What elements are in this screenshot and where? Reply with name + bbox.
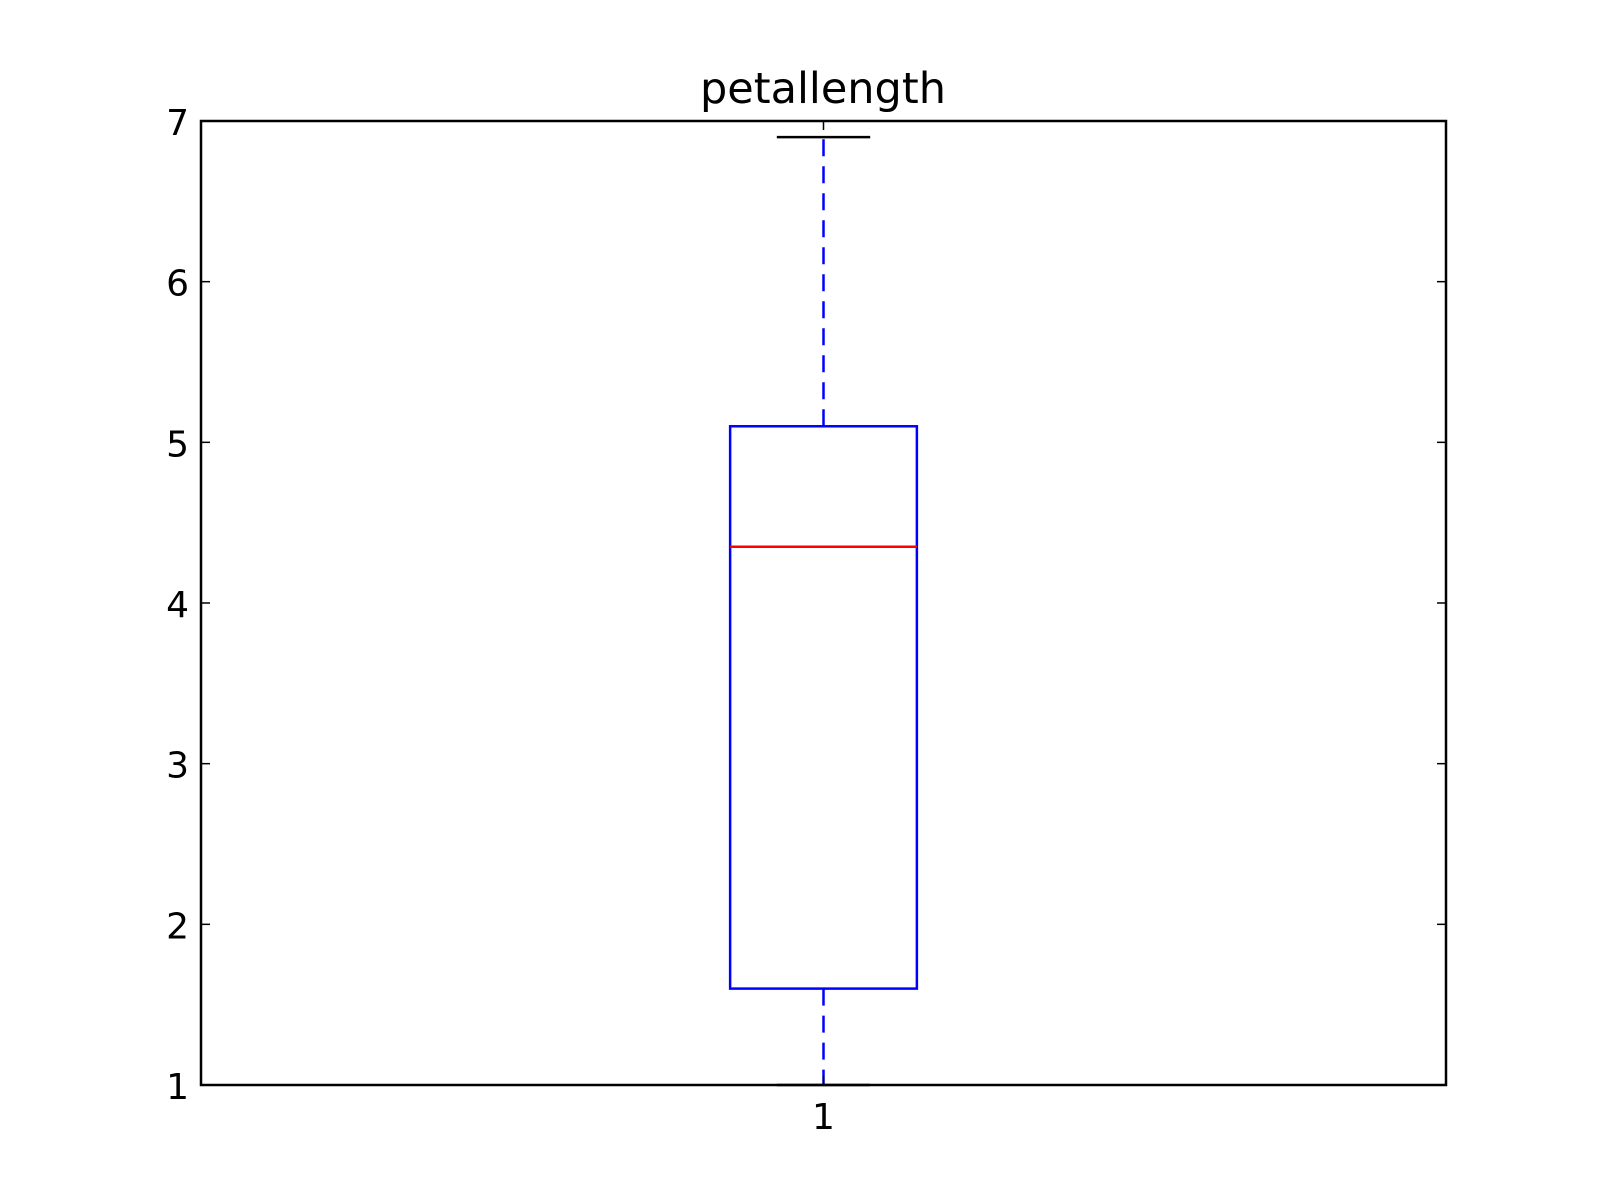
y-tick-label: 6 [166,264,189,305]
y-tick-label: 4 [166,585,189,626]
y-tick-label: 5 [166,424,189,465]
y-axis: 1 2 3 4 5 6 7 [166,103,1446,1108]
plot-area [728,135,919,1087]
y-tick-label: 2 [166,906,189,947]
axes-frame [199,119,1448,1087]
box-group [728,135,919,1087]
y-tick-label: 3 [166,746,189,787]
box [728,425,919,990]
x-axis: 1 [812,121,835,1138]
y-tick-label: 1 [166,1067,189,1108]
chart-title: petallength [700,64,946,114]
y-tick-label: 7 [166,103,189,144]
x-tick-label: 1 [812,1097,835,1138]
